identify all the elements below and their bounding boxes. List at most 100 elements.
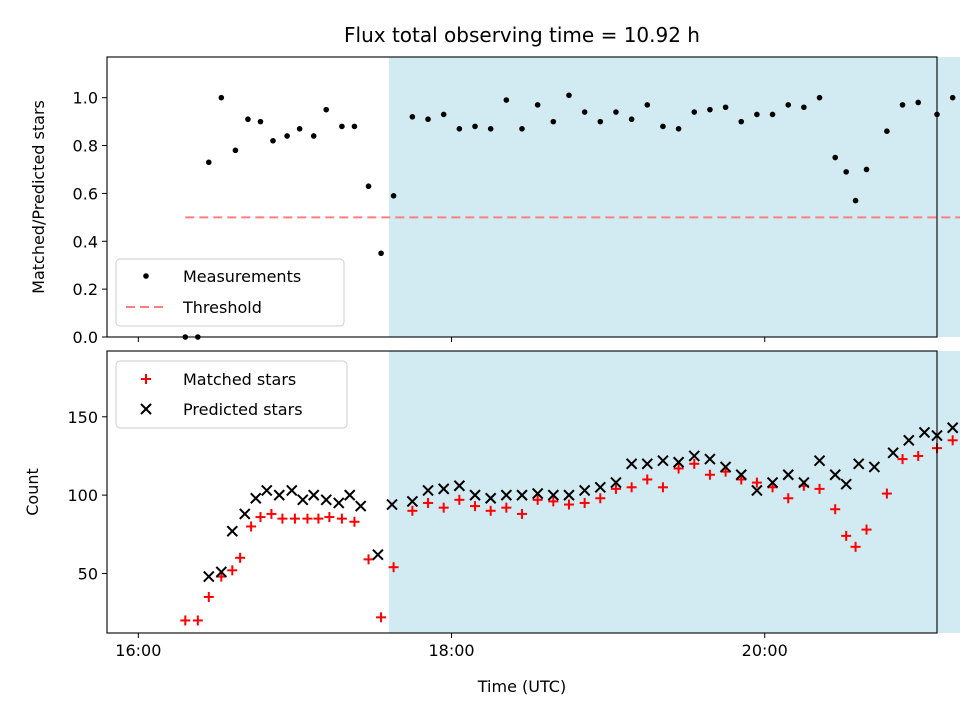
measurement-point (270, 137, 276, 144)
measurement-point (785, 102, 792, 108)
y-tick-label: 0.8 (73, 137, 98, 156)
top-panel: 0.0 0.2 0.4 0.6 0.8 1.0 Measurements Threshold (73, 56, 960, 347)
measurement-point (232, 147, 239, 154)
measurement-point (534, 102, 541, 108)
matched-star-point (423, 497, 434, 508)
measurement-point (816, 94, 823, 101)
measurement-point (832, 154, 839, 161)
predicted-star-point-b (563, 489, 575, 501)
predicted-star-point-b (782, 469, 794, 481)
predicted-star-point-b (239, 508, 251, 520)
predicted-star-point (625, 458, 638, 470)
bottom-y-axis-label: Count (23, 468, 42, 516)
legend-matched-label: Matched stars (183, 370, 296, 389)
y-tick-label: 150 (67, 408, 98, 427)
predicted-star-point (344, 489, 356, 501)
predicted-star-point-b (735, 469, 747, 481)
measurement-point (863, 166, 870, 173)
measurement-point (390, 193, 397, 199)
legend-box (115, 360, 348, 429)
matched-star-point (595, 493, 606, 504)
legend-measurements-marker (143, 273, 149, 279)
predicted-star-point-b (333, 497, 345, 509)
measurement-point (675, 125, 682, 132)
predicted-star-point (918, 426, 931, 439)
matched-star-point (255, 512, 266, 523)
measurement-point (613, 109, 619, 115)
measurement-point (519, 125, 525, 132)
matched-star-point (947, 435, 958, 446)
measurement-point (487, 125, 494, 132)
predicted-star-point (516, 489, 528, 501)
predicted-star-point-b (215, 566, 228, 578)
measurement-point (644, 102, 651, 108)
matched-star-point (407, 505, 418, 516)
predicted-star-point-b (484, 492, 497, 504)
predicted-star-point-b (672, 456, 685, 468)
axes-frame (106, 56, 938, 338)
predicted-star-point-b (704, 453, 716, 465)
matched-star-point (277, 513, 288, 524)
matched-star-point (470, 501, 481, 512)
predicted-star-point-b (354, 500, 367, 512)
predicted-star-point-b (688, 450, 700, 462)
observing-window-band (388, 351, 960, 633)
predicted-star-point (735, 469, 747, 481)
predicted-star-point-b (751, 484, 763, 497)
legend-predicted-marker-b (140, 403, 152, 415)
matched-star-point (302, 513, 313, 524)
predicted-star-point-b (516, 489, 528, 501)
predicted-star-point-b (422, 484, 434, 497)
matched-star-point (532, 494, 543, 505)
measurement-point (628, 116, 635, 123)
matched-star-point (783, 493, 794, 504)
predicted-star-point-b (610, 476, 622, 489)
predicted-star-point (704, 453, 716, 465)
y-tick-label: 0.2 (73, 280, 98, 299)
predicted-star-point-b (406, 495, 419, 508)
measurement-point (707, 106, 713, 113)
matched-star-point (830, 504, 841, 515)
predicted-star-point-b (372, 548, 384, 561)
predicted-star-point-b (657, 454, 669, 467)
predicted-star-point (215, 566, 228, 578)
measurement-point (915, 99, 922, 106)
predicted-star-point (406, 495, 419, 508)
matched-star-point (192, 615, 203, 626)
matched-star-point (897, 454, 908, 465)
measurement-point (351, 123, 358, 130)
x-tick-label: 18:00 (428, 641, 474, 660)
predicted-star-point-b (625, 458, 638, 470)
predicted-star-point-b (903, 434, 915, 447)
predicted-star-point-b (852, 458, 865, 470)
predicted-star-point (469, 489, 481, 501)
predicted-star-point (531, 487, 544, 500)
matched-star-point (324, 512, 335, 523)
matched-star-point (548, 496, 559, 507)
matched-star-point (861, 524, 872, 535)
matched-star-point (289, 513, 300, 524)
matched-star-point (579, 497, 590, 508)
chart-title: Flux total observing time = 10.92 h (344, 23, 700, 47)
matched-star-point (913, 450, 924, 461)
predicted-star-point (261, 484, 273, 497)
legend-measurements-label: Measurements (183, 267, 301, 286)
predicted-star-point (766, 476, 779, 489)
predicted-star-point-b (226, 525, 238, 537)
observing-window-band (388, 57, 960, 337)
predicted-star-point (688, 450, 700, 462)
measurement-point (801, 104, 807, 111)
matched-star-point (227, 565, 238, 576)
predicted-star-point (333, 497, 345, 509)
matched-star-point (704, 469, 715, 480)
predicted-star-point-b (273, 489, 285, 501)
predicted-star-point (672, 456, 685, 468)
measurement-point (660, 123, 666, 130)
predicted-star-point (946, 422, 959, 434)
matched-star-point (850, 541, 861, 552)
predicted-star-point-b (840, 478, 852, 490)
measurement-point (425, 116, 431, 123)
matched-star-point (689, 458, 700, 469)
predicted-star-point-b (798, 476, 810, 489)
